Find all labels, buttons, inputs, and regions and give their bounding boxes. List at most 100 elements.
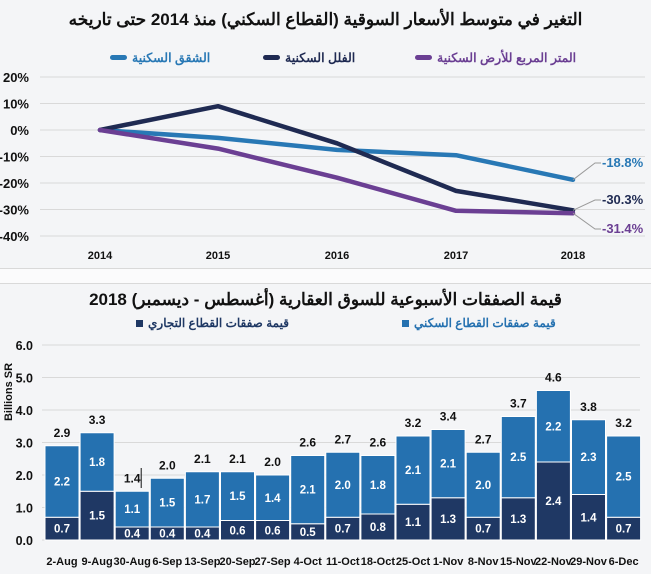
bar-segment-data-label: 1.3 — [510, 514, 526, 526]
line-chart-ytick-label: 0% — [10, 123, 29, 138]
bar-segment-data-label: 2.2 — [54, 477, 70, 489]
line-chart-xtick-label: 2014 — [88, 250, 113, 262]
legend-residential-swatch-icon — [402, 319, 409, 327]
bar-segment-data-label: 2.2 — [545, 421, 561, 433]
bar-segment-data-label: 2.5 — [510, 452, 527, 464]
bar-commercial — [571, 494, 606, 541]
bar-segment-data-label: 2.4 — [545, 496, 562, 508]
line-series-1 — [97, 103, 576, 213]
legend-villas-swatch-icon — [263, 55, 280, 60]
bar-chart-ytick-label: 0.0 — [16, 534, 33, 548]
bar-total-data-label: 2.6 — [370, 436, 387, 450]
bar-total-data-label: 2.9 — [54, 426, 71, 440]
legend-land-label: المتر المربع للأرض السكنية — [437, 51, 577, 65]
bar-segment-data-label: 0.7 — [54, 524, 70, 536]
bar-segment-data-label: 1.7 — [194, 494, 210, 506]
bar-chart-xtick-label: 15-Nov — [500, 556, 538, 568]
bar-chart-ytick-label: 3.0 — [16, 437, 33, 451]
bar-total-data-label: 2.6 — [299, 436, 316, 450]
bar-residential — [290, 455, 326, 525]
line-chart-ytick-label: 10% — [3, 97, 29, 112]
line-chart-xtick-label: 2017 — [444, 250, 468, 262]
line-end-data-label: -31.4% — [602, 221, 644, 236]
line-chart-ytick-label: -10% — [0, 150, 29, 165]
bar-total-data-label: 2.1 — [194, 452, 211, 466]
line-chart-xtick-label: 2016 — [325, 250, 349, 262]
bar-chart-ytick-label: 4.0 — [16, 404, 33, 418]
data-label-leader-line — [572, 199, 601, 211]
bar-chart-xtick-label: 22-Nov — [535, 556, 573, 568]
data-label-leader-line — [572, 162, 601, 181]
legend-commercial-swatch-icon — [136, 319, 143, 327]
bar-chart-xtick-label: 4-Oct — [294, 556, 322, 568]
bar-residential — [571, 419, 606, 495]
bar-chart-ytick-label: 2.0 — [16, 469, 33, 483]
bar-segment-data-label: 1.4 — [581, 512, 598, 524]
bar-chart-xtick-label: 27-Sep — [255, 556, 291, 568]
bar-total-data-label: 1.4 — [124, 471, 141, 485]
line-chart-ytick-label: 20% — [3, 70, 29, 85]
bar-commercial — [360, 513, 396, 541]
bar-chart-xtick-label: 30-Aug — [114, 556, 151, 568]
bar-chart-xtick-label: 6-Dec — [609, 556, 639, 568]
bar-chart-ytick-label: 5.0 — [16, 372, 33, 386]
line-chart-ytick-label: -20% — [0, 176, 29, 191]
bar-residential — [535, 390, 571, 463]
legend-commercial-label: قيمة صفقات القطاع التجاري — [148, 316, 289, 330]
bar-segment-data-label: 2.1 — [440, 459, 457, 471]
bar-segment-data-label: 0.7 — [616, 524, 632, 536]
bar-chart-xtick-label: 9-Aug — [82, 556, 113, 568]
bar-commercial — [535, 461, 571, 541]
bar-chart-xtick-label: 25-Oct — [396, 556, 431, 568]
bar-segment-data-label: 0.6 — [265, 525, 281, 537]
bar-chart-xtick-label: 29-Nov — [570, 556, 608, 568]
bar-residential — [360, 455, 396, 515]
bar-segment-data-label: 2.1 — [300, 485, 317, 497]
bar-segment-data-label: 0.4 — [194, 529, 211, 541]
bar-chart-xtick-label: 20-Sep — [219, 556, 255, 568]
bar-total-data-label: 3.3 — [89, 413, 106, 427]
bar-total-data-label: 3.7 — [510, 397, 527, 411]
bar-total-data-label: 3.8 — [580, 400, 597, 414]
line-chart-ytick-label: -40% — [0, 229, 29, 244]
bar-segment-data-label: 1.8 — [370, 480, 387, 492]
legend-land: المتر المربع للأرض السكنية — [415, 50, 576, 65]
bar-chart-xtick-label: 11-Oct — [326, 556, 360, 568]
bar-chart-title: قيمة الصفقات الأسبوعية للسوق العقارية (أ… — [89, 290, 562, 309]
bar-chart-ylabel: Billions SR — [3, 363, 15, 421]
bar-residential — [606, 435, 642, 518]
bar-segment-data-label: 1.8 — [89, 457, 106, 469]
legend-residential-label: قيمة صفقات القطاع السكني — [414, 316, 556, 330]
line-end-data-label: -18.8% — [602, 155, 644, 170]
bar-residential — [500, 416, 536, 499]
bar-total-data-label: 2.7 — [334, 432, 351, 446]
bar-total-data-label: 2.1 — [229, 452, 246, 466]
bar-chart-xtick-label: 6-Sep — [152, 556, 182, 568]
bar-segment-data-label: 2.5 — [616, 472, 633, 484]
bar-commercial — [430, 497, 466, 541]
bar-residential — [44, 445, 80, 518]
data-label-leader-line — [572, 212, 601, 230]
line-chart-panel: التغير في متوسط الأسعار السوقية (القطاع … — [0, 0, 651, 269]
line-series-0 — [97, 127, 576, 183]
bar-residential — [430, 429, 466, 499]
bar-chart-xtick-label: 13-Sep — [184, 556, 220, 568]
line-chart-title: التغير في متوسط الأسعار السوقية (القطاع … — [68, 10, 583, 29]
bar-segment-data-label: 1.5 — [230, 491, 247, 503]
bar-commercial — [79, 490, 115, 541]
bar-chart-xtick-label: 2-Aug — [46, 556, 77, 568]
bar-segment-data-label: 0.5 — [300, 527, 317, 539]
bar-residential — [325, 451, 361, 518]
legend-commercial: قيمة صفقات القطاع التجاري — [136, 316, 289, 330]
legend-residential: قيمة صفقات القطاع السكني — [402, 316, 556, 330]
bar-total-data-label: 3.2 — [405, 416, 422, 430]
bar-chart-xtick-label: 1-Nov — [433, 556, 464, 568]
bar-segment-data-label: 2.3 — [581, 452, 597, 464]
bar-commercial — [395, 503, 431, 541]
bar-residential — [149, 477, 185, 528]
line-chart-ytick-label: -30% — [0, 203, 29, 218]
bar-segment-data-label: 0.4 — [159, 529, 176, 541]
legend-villas: الفلل السكنية — [263, 50, 355, 65]
bar-segment-data-label: 0.7 — [335, 524, 351, 536]
